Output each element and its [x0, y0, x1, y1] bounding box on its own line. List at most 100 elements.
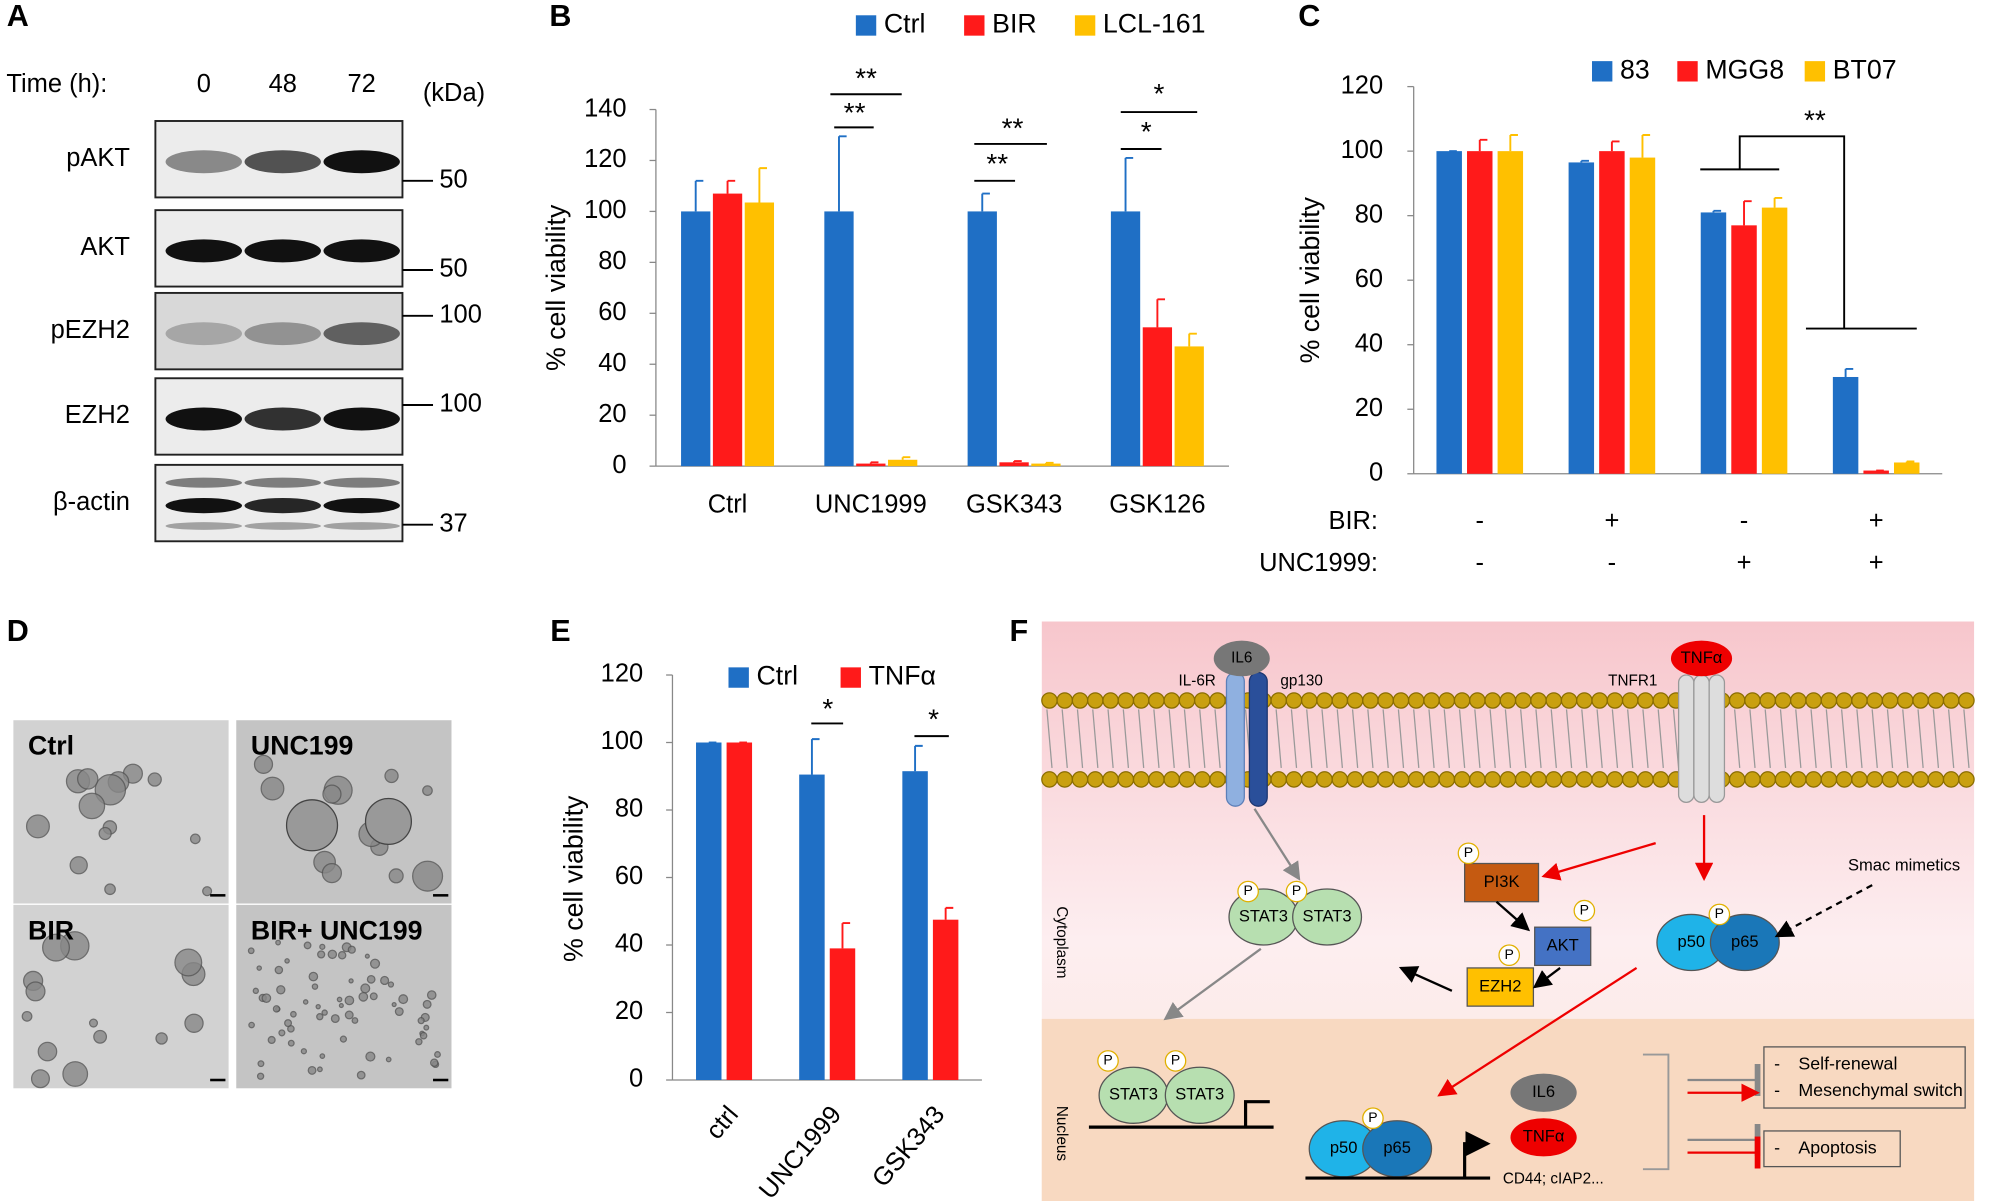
- legend-swatch: [1677, 61, 1698, 82]
- marker-label: 37: [439, 509, 467, 537]
- y-tick-label: 80: [598, 247, 626, 275]
- cell-cluster: [93, 1029, 108, 1044]
- lipid-head: [1331, 771, 1349, 788]
- lipid-head: [1193, 771, 1211, 788]
- cell-cluster: [384, 768, 399, 784]
- lipid-tail: [1061, 709, 1068, 769]
- lipid-tail: [1413, 709, 1420, 769]
- lipid-head: [1820, 692, 1838, 709]
- cell-cluster: [253, 754, 274, 774]
- lipid-head: [1071, 692, 1089, 709]
- phospho-site: [1237, 880, 1259, 903]
- significance: **: [1804, 105, 1826, 136]
- lipid-tail: [1458, 709, 1466, 769]
- akt: [1534, 926, 1592, 967]
- lipid-tail: [1947, 709, 1955, 769]
- lipid-head: [1652, 771, 1670, 788]
- lipid-head: [1270, 771, 1287, 788]
- lipid-tail: [1214, 709, 1221, 769]
- lipid-tail: [1596, 709, 1603, 769]
- lipid-head: [1942, 692, 1960, 709]
- lipid-head: [1927, 771, 1945, 788]
- gp130-label: gp130: [1280, 672, 1322, 689]
- p65: [1709, 913, 1780, 972]
- ezh2: [1466, 967, 1535, 1007]
- cell-cluster: [78, 792, 106, 820]
- cell-cluster: [336, 996, 343, 1003]
- lipid-head: [1591, 771, 1608, 788]
- lipid-tail: [1581, 709, 1588, 769]
- y-axis-label: % cell viability: [1295, 196, 1325, 363]
- blot-band: [323, 497, 400, 514]
- cell-cluster: [76, 768, 99, 790]
- lipid-tail: [1397, 709, 1405, 769]
- smac-label: Smac mimetics: [1848, 855, 1960, 874]
- legend-label: MGG8: [1705, 54, 1784, 84]
- lipid-head: [1392, 692, 1410, 709]
- lipid-head: [1407, 692, 1425, 709]
- cell-cluster: [317, 950, 326, 959]
- y-tick-label: 0: [629, 1065, 643, 1093]
- stat3: [1292, 888, 1363, 946]
- lipid-tail: [1168, 709, 1175, 769]
- y-tick-label: 40: [598, 349, 626, 377]
- bar: [1731, 225, 1757, 474]
- lipid-head: [1453, 771, 1471, 788]
- time-value: 48: [269, 70, 297, 98]
- significance: **: [1002, 112, 1024, 143]
- il6-label: IL6: [1231, 649, 1252, 666]
- micrograph: [234, 903, 453, 1090]
- cell-cluster: [284, 958, 290, 964]
- lipid-head: [1178, 692, 1196, 709]
- lipid-tail: [1504, 709, 1512, 769]
- bar: [726, 742, 753, 1081]
- y-tick-label: 60: [1355, 265, 1383, 293]
- legend-swatch: [855, 15, 877, 36]
- bar: [1497, 151, 1524, 474]
- outcome-label: Apoptosis: [1798, 1137, 1876, 1157]
- legend-label: BT07: [1833, 54, 1897, 84]
- bar: [712, 193, 743, 467]
- blot-band: [244, 322, 321, 346]
- x-tick-label: Ctrl: [708, 490, 748, 518]
- cell-cluster: [351, 1017, 359, 1024]
- lipid-head: [1866, 692, 1884, 709]
- error-bar: [944, 906, 954, 920]
- sphere: [285, 799, 339, 852]
- lipid-head: [1637, 692, 1654, 709]
- cell-cluster: [25, 814, 50, 839]
- cell-cluster: [344, 995, 355, 1006]
- cell-cluster: [394, 1007, 404, 1017]
- cytoplasm-label: Cytoplasm: [1053, 906, 1070, 978]
- lipid-tail: [1764, 709, 1771, 769]
- blot-band: [165, 522, 242, 530]
- lipid-head: [1851, 771, 1868, 788]
- y-tick-label: 40: [1355, 329, 1383, 357]
- phospho-label: P: [1368, 1109, 1377, 1125]
- lipid-tail: [1382, 709, 1389, 769]
- bar: [1629, 157, 1656, 474]
- lipid-head: [1866, 771, 1884, 788]
- condition-value: -: [1740, 507, 1748, 535]
- pi3k: [1463, 862, 1540, 903]
- cell-cluster: [412, 860, 444, 892]
- error-bar: [841, 922, 851, 949]
- error-bar: [1743, 200, 1752, 226]
- cell-cluster: [316, 1066, 323, 1073]
- micrograph-label: Ctrl: [28, 731, 74, 761]
- bar: [696, 742, 722, 1081]
- ezh2-label: EZH2: [1479, 976, 1521, 995]
- cell-cluster: [327, 949, 338, 960]
- lipid-tail: [1825, 709, 1833, 769]
- lipid-head: [1576, 692, 1593, 709]
- lipid-head: [1377, 692, 1394, 709]
- lipid-head: [1835, 771, 1853, 788]
- lipid-tail: [1520, 709, 1527, 769]
- legend-label: TNFα: [869, 661, 936, 691]
- bar: [1110, 211, 1141, 467]
- cell-cluster: [30, 1069, 50, 1089]
- phospho-site: [1457, 842, 1480, 865]
- x-tick-label: UNC1999: [815, 490, 927, 518]
- lipid-tail: [1290, 709, 1298, 769]
